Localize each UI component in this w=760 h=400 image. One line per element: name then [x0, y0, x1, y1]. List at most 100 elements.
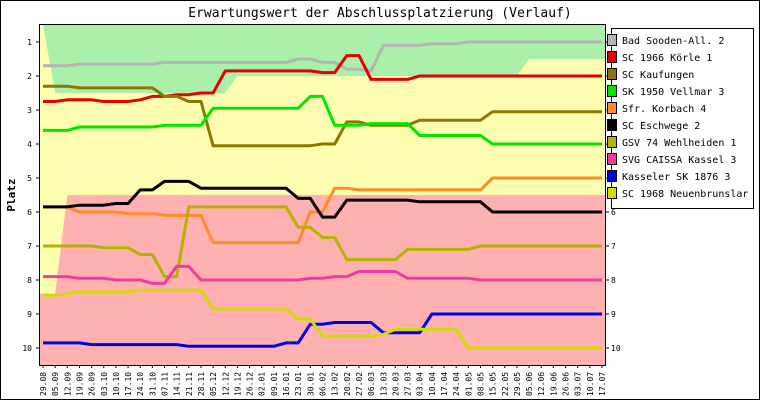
- x-tick-label: 28.11: [197, 372, 206, 396]
- legend-entry: Sfr. Korbach 4: [622, 104, 706, 115]
- y-tick-left: 2: [27, 72, 32, 81]
- x-tick-label: 19.09: [75, 372, 84, 396]
- x-tick-label: 15.05: [489, 372, 498, 396]
- x-tick-label: 26.09: [88, 372, 97, 396]
- x-tick-label: 24.10: [136, 372, 145, 396]
- legend-entry: GSV 74 Wehlheiden 1: [622, 138, 736, 149]
- x-tick-label: 26.12: [246, 372, 255, 396]
- x-tick-label: 13.03: [379, 372, 388, 396]
- series-line-9: [43, 312, 602, 348]
- series-line-6: [43, 179, 602, 219]
- x-tick-label: 10.10: [112, 372, 121, 396]
- x-axis-ticks: 29.08 05.09 12.09 19.09 26.09 03.10 10.10 17.10…: [39, 365, 607, 396]
- legend-box: [611, 28, 754, 209]
- legend-swatch: [607, 102, 617, 114]
- x-tick-label: 19.12: [233, 372, 242, 396]
- x-tick-label: 12.06: [537, 372, 546, 396]
- x-tick-label: 01.05: [464, 372, 473, 396]
- y-tick-right: 7: [611, 242, 616, 251]
- x-tick-label: 09.01: [270, 372, 279, 396]
- zone-2: [40, 25, 605, 294]
- x-tick-label: 17.10: [124, 372, 133, 396]
- legend-swatch: [607, 153, 617, 165]
- y-tick-left: 7: [27, 242, 32, 251]
- legend-entry: Kasseler SK 1876 3: [622, 172, 730, 183]
- series-line-3: [43, 84, 602, 148]
- x-tick-label: 17.07: [598, 372, 607, 396]
- x-tick-label: 03.07: [574, 372, 583, 396]
- x-tick-label: 26.06: [562, 372, 571, 396]
- legend-entry: SC 1966 Körle 1: [622, 53, 712, 64]
- x-tick-label: 12.09: [63, 372, 72, 396]
- legend-entry: SC Kaufungen: [622, 70, 694, 81]
- y-tick-left: 8: [27, 276, 32, 285]
- x-tick-label: 20.02: [343, 372, 352, 396]
- x-tick-label: 10.07: [586, 372, 595, 396]
- legend-entry: SK 1950 Vellmar 3: [622, 87, 724, 98]
- x-tick-label: 14.11: [173, 372, 182, 396]
- y-tick-left: 1: [27, 38, 32, 47]
- y-axis-label: Platz: [5, 178, 18, 211]
- series-line-8: [43, 264, 602, 285]
- legend-swatch: [607, 170, 617, 182]
- x-tick-label: 19.06: [549, 372, 558, 396]
- x-tick-label: 12.12: [221, 372, 230, 396]
- legend-swatch: [607, 68, 617, 80]
- legend-swatch: [607, 51, 617, 63]
- chart-title: Erwartungswert der Abschlussplatzierung …: [188, 6, 572, 21]
- series-line-10: [43, 288, 602, 350]
- x-tick-label: 03.10: [100, 372, 109, 396]
- legend-entry: SVG CAISSA Kassel 3: [622, 155, 736, 166]
- x-tick-label: 06.02: [319, 372, 328, 396]
- x-tick-label: 07.11: [161, 372, 170, 396]
- x-tick-label: 24.04: [452, 372, 461, 396]
- x-tick-label: 13.02: [331, 372, 340, 396]
- series-lines: [43, 40, 602, 350]
- legend-entry: Bad Sooden-All. 2: [622, 36, 724, 47]
- zone-3: [40, 195, 605, 365]
- legend-swatch: [607, 85, 617, 97]
- x-tick-label: 23.01: [294, 372, 303, 396]
- y-tick-right: 8: [611, 276, 616, 285]
- legend: Bad Sooden-All. 2 SC 1966 Körle 1 SC Kaufu…: [607, 28, 754, 209]
- x-tick-label: 30.01: [306, 372, 315, 396]
- x-tick-label: 03.04: [416, 372, 425, 396]
- x-tick-label: 05.12: [209, 372, 218, 396]
- x-tick-label: 02.01: [258, 372, 267, 396]
- x-tick-label: 17.04: [440, 372, 449, 396]
- series-line-2: [43, 54, 602, 103]
- legend-swatch: [607, 187, 617, 199]
- y-tick-right: 9: [611, 310, 616, 319]
- x-tick-label: 27.03: [404, 372, 413, 396]
- x-tick-label: 29.05: [513, 372, 522, 396]
- x-tick-label: 20.03: [391, 372, 400, 396]
- x-tick-label: 05.06: [525, 372, 534, 396]
- series-line-7: [43, 205, 602, 279]
- y-tick-left: 4: [27, 140, 32, 149]
- x-tick-label: 21.11: [185, 372, 194, 396]
- x-tick-label: 05.09: [51, 372, 60, 396]
- y-tick-left: 10: [22, 344, 32, 353]
- series-line-5: [43, 176, 602, 245]
- x-tick-label: 08.05: [476, 372, 485, 396]
- x-tick-label: 27.02: [355, 372, 364, 396]
- series-line-4: [43, 94, 602, 146]
- y-tick-right: 6: [611, 208, 616, 217]
- y-tick-right: 10: [611, 344, 621, 353]
- legend-swatch: [607, 136, 617, 148]
- x-tick-label: 10.04: [428, 372, 437, 396]
- legend-entry: SC 1968 Neuenbrunslar: [622, 189, 748, 200]
- x-tick-label: 29.08: [39, 372, 48, 396]
- y-tick-left: 9: [27, 310, 32, 319]
- legend-entry: SC Eschwege 2: [622, 121, 700, 132]
- legend-swatch: [607, 34, 617, 46]
- y-tick-left: 5: [27, 174, 32, 183]
- x-tick-label: 06.03: [367, 372, 376, 396]
- x-tick-label: 31.10: [148, 372, 157, 396]
- y-tick-left: 6: [27, 208, 32, 217]
- x-tick-label: 16.01: [282, 372, 291, 396]
- y-tick-left: 3: [27, 106, 32, 115]
- legend-swatch: [607, 119, 617, 131]
- x-tick-label: 22.05: [501, 372, 510, 396]
